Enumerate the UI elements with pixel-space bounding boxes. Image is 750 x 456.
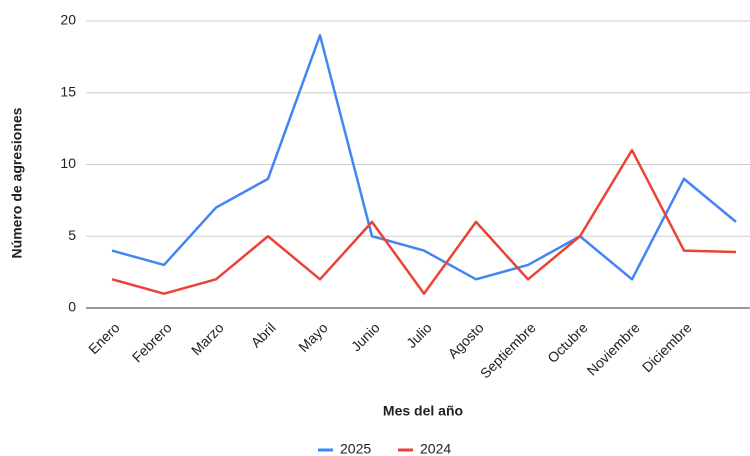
series-line bbox=[111, 148, 737, 295]
x-tick-label: Noviembre bbox=[584, 319, 643, 378]
y-tick-label: 20 bbox=[60, 12, 76, 28]
series-line bbox=[111, 34, 737, 281]
y-axis-title: Número de agresiones bbox=[9, 107, 25, 258]
x-tick-label: Octubre bbox=[544, 319, 591, 366]
x-tick-label: Agosto bbox=[445, 319, 487, 361]
x-tick-label: Diciembre bbox=[639, 319, 695, 375]
y-tick-label: 10 bbox=[60, 155, 76, 171]
x-tick-label: Enero bbox=[85, 319, 123, 357]
y-tick-label: 15 bbox=[60, 83, 76, 99]
y-tick-label: 0 bbox=[68, 299, 76, 315]
x-tick-label: Junio bbox=[348, 319, 383, 354]
x-axis-title: Mes del año bbox=[383, 403, 463, 419]
x-tick-label: Febrero bbox=[129, 319, 175, 365]
x-tick-label: Septiembre bbox=[477, 319, 539, 381]
y-tick-label: 5 bbox=[68, 227, 76, 243]
x-tick-label: Abril bbox=[248, 319, 279, 350]
x-tick-label: Marzo bbox=[188, 319, 227, 358]
x-tick-label: Julio bbox=[403, 319, 435, 351]
legend-label: 2024 bbox=[420, 441, 451, 456]
x-tick-label: Mayo bbox=[295, 319, 331, 355]
legend-label: 2025 bbox=[340, 441, 371, 456]
